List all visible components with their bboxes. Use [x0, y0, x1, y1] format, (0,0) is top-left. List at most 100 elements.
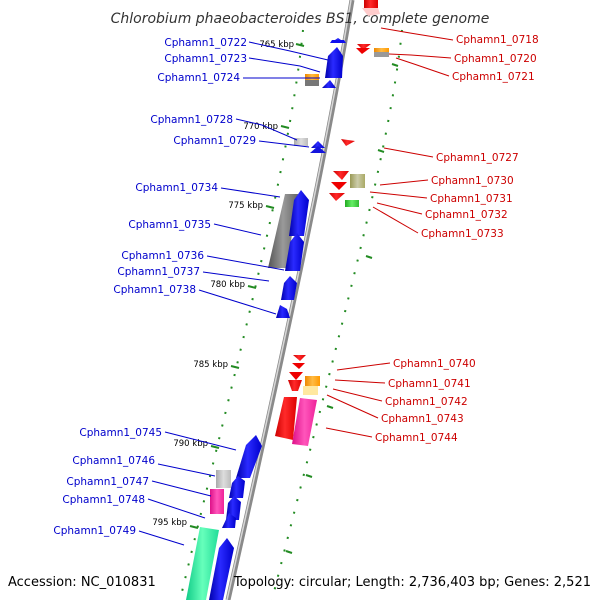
tick-label-785: 785 kbp — [193, 360, 228, 370]
label-cphamn1-0718[interactable]: Cphamn1_0718 — [456, 34, 539, 46]
leader-0737 — [202, 271, 270, 282]
label-cphamn1-0745[interactable]: Cphamn1_0745 — [79, 427, 162, 439]
gene-cphamn1-0744[interactable] — [292, 398, 317, 446]
leader-0730 — [379, 179, 429, 186]
gene-cphamn1-0730[interactable] — [333, 171, 349, 180]
gene-cphamn1-0742-b[interactable] — [303, 386, 318, 395]
label-cphamn1-0736[interactable]: Cphamn1_0736 — [121, 250, 204, 262]
gene-cphamn1-0727[interactable] — [341, 139, 355, 146]
leader-0736 — [206, 255, 285, 271]
label-cphamn1-0749[interactable]: Cphamn1_0749 — [53, 525, 136, 537]
tick-label-770: 770 kbp — [243, 122, 278, 132]
leader-0731 — [369, 191, 428, 199]
accession-text: Accession: NC_010831 — [8, 575, 156, 590]
leader-0748 — [147, 498, 206, 519]
label-cphamn1-0742[interactable]: Cphamn1_0742 — [385, 396, 468, 408]
leader-0745 — [164, 431, 237, 451]
label-cphamn1-0730[interactable]: Cphamn1_0730 — [431, 175, 514, 187]
gene-cphamn1-0733[interactable] — [345, 200, 359, 207]
label-cphamn1-0729[interactable]: Cphamn1_0729 — [173, 135, 256, 147]
gene-cphamn1-0746[interactable] — [216, 470, 231, 488]
gene-cphamn1-0741-b[interactable] — [289, 372, 303, 380]
label-cphamn1-0731[interactable]: Cphamn1_0731 — [430, 193, 513, 205]
leader-0720 — [388, 53, 452, 59]
label-cphamn1-0728[interactable]: Cphamn1_0728 — [150, 114, 233, 126]
label-cphamn1-0738[interactable]: Cphamn1_0738 — [113, 284, 196, 296]
gene-cphamn1-0749[interactable] — [186, 527, 219, 600]
gene-cphamn1-0731[interactable] — [331, 182, 347, 190]
gene-cphamn1-0729-b[interactable] — [310, 146, 326, 153]
right-leader-lines — [325, 27, 454, 438]
page-title: Chlorobium phaeobacteroides BS1, complet… — [111, 11, 490, 27]
label-cphamn1-0727[interactable]: Cphamn1_0727 — [436, 152, 519, 164]
gene-cphamn1-0740[interactable] — [293, 355, 306, 361]
label-cphamn1-0737[interactable]: Cphamn1_0737 — [117, 266, 200, 278]
gene-cphamn1-0718-b[interactable] — [362, 8, 380, 16]
gene-cphamn1-0735[interactable] — [289, 190, 309, 236]
label-cphamn1-0744[interactable]: Cphamn1_0744 — [375, 432, 458, 444]
gene-cphamn1-0740-b[interactable] — [292, 363, 305, 369]
forward-strand-genes — [186, 38, 346, 600]
gene-cphamn1-0738[interactable] — [276, 305, 290, 318]
label-cphamn1-0734[interactable]: Cphamn1_0734 — [135, 182, 218, 194]
gene-cphamn1-0741[interactable] — [288, 380, 302, 391]
gene-cphamn1-0746-arrow[interactable] — [229, 476, 245, 498]
gene-cphamn1-0729[interactable] — [311, 141, 325, 148]
tick-label-780: 780 kbp — [210, 280, 245, 290]
label-cphamn1-0735[interactable]: Cphamn1_0735 — [128, 219, 211, 231]
leader-0747 — [151, 480, 212, 497]
leader-0718 — [380, 27, 454, 41]
tick-mark-790 — [210, 445, 220, 449]
leader-0746 — [157, 463, 216, 477]
gene-cphamn1-0728[interactable] — [294, 138, 308, 146]
label-cphamn1-0722[interactable]: Cphamn1_0722 — [164, 37, 247, 49]
label-cphamn1-0743[interactable]: Cphamn1_0743 — [381, 413, 464, 425]
gene-cphamn1-0720[interactable] — [357, 44, 371, 50]
label-cphamn1-0747[interactable]: Cphamn1_0747 — [66, 476, 149, 488]
gene-cphamn1-0737[interactable] — [281, 276, 297, 300]
leader-0721 — [395, 57, 450, 77]
leader-0729 — [258, 140, 310, 148]
tick-mark-right-c — [377, 149, 385, 153]
leader-0743 — [326, 394, 379, 419]
gene-cphamn1-0749-c[interactable] — [222, 513, 236, 528]
gene-cphamn1-0720-b[interactable] — [356, 48, 370, 54]
label-cphamn1-0746[interactable]: Cphamn1_0746 — [72, 455, 155, 467]
gene-cphamn1-0736[interactable] — [285, 233, 304, 271]
label-cphamn1-0733[interactable]: Cphamn1_0733 — [421, 228, 504, 240]
label-cphamn1-0721[interactable]: Cphamn1_0721 — [452, 71, 535, 83]
leader-0727 — [383, 147, 434, 158]
gene-cphamn1-0721-shade — [374, 52, 389, 57]
label-cphamn1-0748[interactable]: Cphamn1_0748 — [62, 494, 145, 506]
gene-cphamn1-0718[interactable] — [364, 0, 378, 8]
leader-0740 — [336, 362, 391, 371]
label-cphamn1-0723[interactable]: Cphamn1_0723 — [164, 53, 247, 65]
gene-cphamn1-0747[interactable] — [210, 489, 224, 514]
leader-0744 — [325, 427, 373, 438]
label-cphamn1-0741[interactable]: Cphamn1_0741 — [388, 378, 471, 390]
left-gene-labels: Cphamn1_0722 Cphamn1_0723 Cphamn1_0724 C… — [53, 37, 256, 537]
leader-0741 — [334, 379, 386, 384]
label-cphamn1-0720[interactable]: Cphamn1_0720 — [454, 53, 537, 65]
leader-0734 — [220, 187, 281, 198]
gene-cphamn1-0723[interactable] — [325, 47, 343, 78]
gene-cphamn1-0722-b[interactable] — [330, 40, 346, 43]
gene-cphamn1-0730-b[interactable] — [350, 174, 365, 188]
reverse-strand-genes — [275, 0, 389, 446]
gene-cphamn1-0734[interactable] — [268, 194, 298, 268]
gene-cphamn1-0749-b[interactable] — [209, 538, 234, 600]
leader-0749 — [138, 530, 185, 546]
label-cphamn1-0732[interactable]: Cphamn1_0732 — [425, 209, 508, 221]
gene-cphamn1-0732[interactable] — [329, 193, 345, 201]
label-cphamn1-0740[interactable]: Cphamn1_0740 — [393, 358, 476, 370]
gene-cphamn1-0742[interactable] — [305, 376, 320, 386]
tick-mark-770 — [280, 125, 290, 129]
label-cphamn1-0724[interactable]: Cphamn1_0724 — [157, 72, 240, 84]
genome-backbone-highlight — [226, 0, 352, 600]
gene-cphamn1-0745[interactable] — [236, 435, 262, 478]
leader-0728 — [235, 118, 298, 141]
gene-cphamn1-0724-arrow[interactable] — [322, 80, 336, 88]
gene-cphamn1-0743[interactable] — [275, 397, 297, 440]
